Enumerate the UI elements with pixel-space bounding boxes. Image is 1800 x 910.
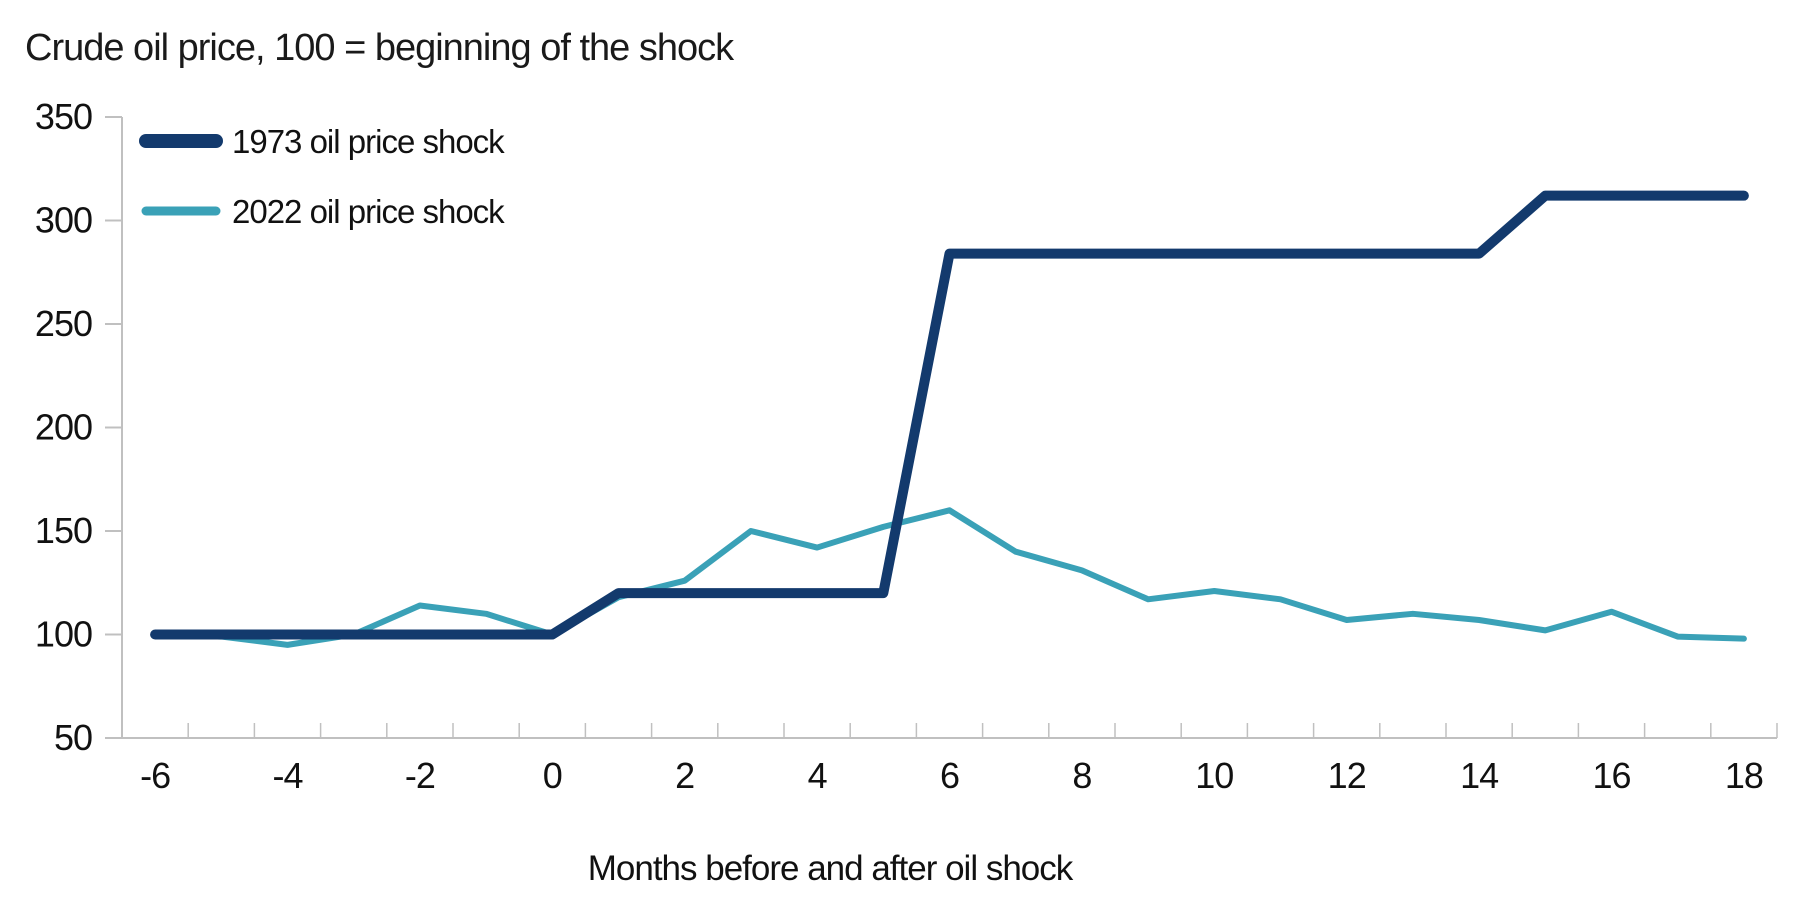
y-tick-label: 100 (35, 614, 92, 655)
x-tick-label: 12 (1328, 755, 1366, 796)
x-tick-label: -6 (140, 755, 170, 796)
x-tick-label: -4 (272, 755, 302, 796)
legend: 1973 oil price shock 2022 oil price shoc… (139, 123, 506, 230)
y-tick-label: 300 (35, 200, 92, 241)
chart-title: Crude oil price, 100 = beginning of the … (25, 27, 735, 69)
series-2022-line (152, 507, 1747, 648)
x-tick-label: -2 (405, 755, 435, 796)
legend-label-1973: 1973 oil price shock (232, 123, 505, 160)
x-axis-title: Months before and after oil shock (588, 849, 1074, 888)
y-axis: 350 300 250 200 150 100 50 (35, 96, 123, 758)
series-lines (150, 190, 1749, 648)
x-tick-label: 4 (808, 755, 827, 796)
legend-label-2022: 2022 oil price shock (232, 193, 505, 230)
y-tick-label: 200 (35, 407, 92, 448)
x-tick-label: 8 (1072, 755, 1091, 796)
x-tick-label: 10 (1195, 755, 1233, 796)
y-tick-label: 250 (35, 303, 92, 344)
x-tick-label: 16 (1592, 755, 1630, 796)
x-tick-label: 6 (940, 755, 959, 796)
y-tick-label: 350 (35, 96, 92, 137)
x-tick-label: 0 (543, 755, 562, 796)
y-tick-label: 150 (35, 510, 92, 551)
x-axis: -6 -4 -2 0 2 4 6 8 10 12 14 16 18 (121, 723, 1778, 796)
x-tick-label: 2 (675, 755, 694, 796)
series-1973-line (150, 190, 1749, 640)
y-tick-label: 50 (54, 717, 92, 758)
x-tick-label: 18 (1725, 755, 1763, 796)
x-tick-label: 14 (1460, 755, 1498, 796)
